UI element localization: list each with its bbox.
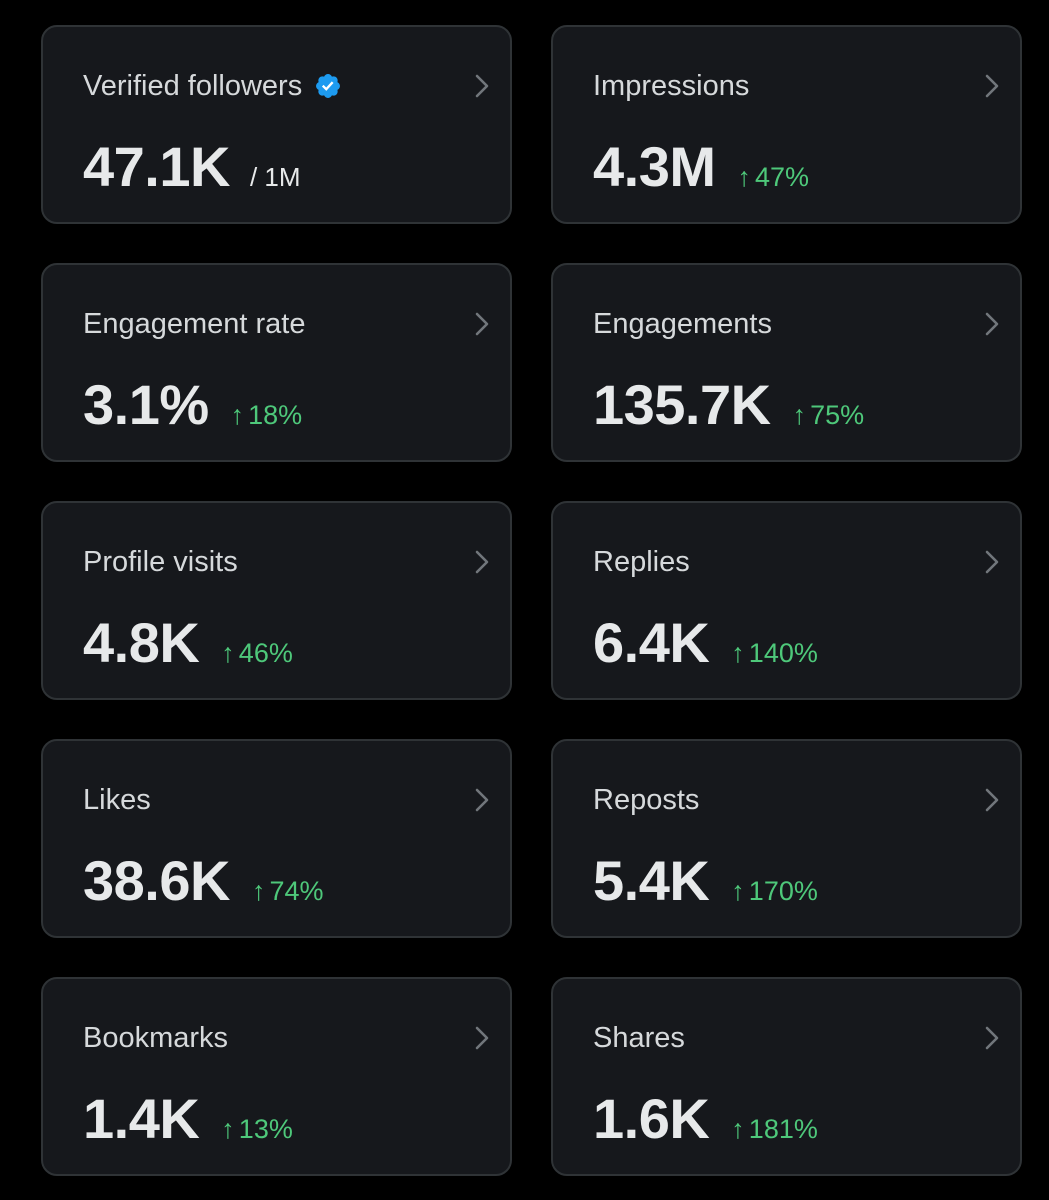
- metric-label-row: Replies: [593, 545, 690, 579]
- metric-value: 3.1%: [83, 373, 209, 436]
- metric-label: Shares: [593, 1022, 685, 1054]
- up-arrow-icon: ↑: [731, 876, 745, 906]
- metric-label-row: Profile visits: [83, 545, 238, 579]
- metric-value: 6.4K: [593, 611, 710, 674]
- chevron-right-icon[interactable]: [982, 1023, 1004, 1053]
- metric-value: 47.1K: [83, 135, 230, 198]
- metric-label-row: Shares: [593, 1021, 685, 1055]
- metric-change-value: 181%: [748, 1114, 818, 1144]
- metric-card-shares[interactable]: Shares 1.6K ↑ 181%: [551, 977, 1022, 1176]
- metric-change: ↑ 47%: [738, 162, 810, 193]
- metric-card-replies[interactable]: Replies 6.4K ↑ 140%: [551, 501, 1022, 700]
- up-arrow-icon: ↑: [251, 876, 266, 906]
- metric-label-row: Likes: [83, 783, 151, 817]
- metric-label: Engagement rate: [83, 308, 306, 340]
- metric-change-value: 75%: [810, 400, 865, 430]
- metric-value-row: 38.6K ↑ 74%: [83, 851, 323, 911]
- metric-value-row: 1.4K ↑ 13%: [83, 1089, 293, 1149]
- metric-value: 1.6K: [593, 1087, 710, 1150]
- metric-change-value: 46%: [238, 638, 293, 668]
- chevron-right-icon[interactable]: [982, 71, 1004, 101]
- chevron-right-icon[interactable]: [472, 309, 494, 339]
- metric-change: ↑ 13%: [221, 1114, 293, 1145]
- metric-card-likes[interactable]: Likes 38.6K ↑ 74%: [41, 739, 512, 938]
- metric-change: ↑ 140%: [731, 638, 818, 669]
- metric-label: Reposts: [593, 784, 700, 816]
- metric-card-verified-followers[interactable]: Verified followers 47.1K / 1M: [41, 25, 512, 224]
- metric-label: Verified followers: [83, 70, 303, 102]
- up-arrow-icon: ↑: [221, 1114, 235, 1144]
- metric-value-row: 1.6K ↑ 181%: [593, 1089, 818, 1149]
- metric-card-reposts[interactable]: Reposts 5.4K ↑ 170%: [551, 739, 1022, 938]
- metric-total: / 1M: [249, 162, 301, 192]
- metric-change-value: 170%: [748, 876, 818, 906]
- metrics-grid: Verified followers 47.1K / 1M Impression…: [41, 25, 1022, 1176]
- metric-label-row: Verified followers: [83, 69, 342, 103]
- metric-label: Engagements: [593, 308, 772, 340]
- metric-label: Likes: [83, 784, 151, 816]
- metric-card-bookmarks[interactable]: Bookmarks 1.4K ↑ 13%: [41, 977, 512, 1176]
- metric-label-row: Impressions: [593, 69, 749, 103]
- metric-value-row: 47.1K / 1M: [83, 137, 301, 197]
- metric-change: ↑ 170%: [731, 876, 818, 907]
- up-arrow-icon: ↑: [737, 162, 752, 192]
- metric-label-row: Engagements: [593, 307, 772, 341]
- metric-label-row: Bookmarks: [83, 1021, 228, 1055]
- metric-card-impressions[interactable]: Impressions 4.3M ↑ 47%: [551, 25, 1022, 224]
- metric-value: 4.8K: [83, 611, 200, 674]
- metric-value: 135.7K: [593, 373, 771, 436]
- metric-label-row: Reposts: [593, 783, 699, 817]
- metric-card-profile-visits[interactable]: Profile visits 4.8K ↑ 46%: [41, 501, 512, 700]
- metric-label: Bookmarks: [83, 1022, 229, 1054]
- chevron-right-icon[interactable]: [472, 1023, 494, 1053]
- metric-value: 4.3M: [593, 135, 716, 198]
- metric-value: 38.6K: [83, 849, 230, 912]
- up-arrow-icon: ↑: [731, 1114, 745, 1144]
- metric-change-value: 13%: [238, 1114, 293, 1144]
- up-arrow-icon: ↑: [792, 400, 807, 430]
- metric-value: 1.4K: [83, 1087, 200, 1150]
- metric-value-row: 3.1% ↑ 18%: [83, 375, 302, 435]
- metric-label: Profile visits: [83, 546, 238, 578]
- metric-change-value: 47%: [755, 162, 810, 192]
- metric-label: Impressions: [593, 70, 750, 102]
- metric-value-row: 6.4K ↑ 140%: [593, 613, 818, 673]
- metric-change: ↑ 46%: [221, 638, 293, 669]
- metric-value-row: 135.7K ↑ 75%: [593, 375, 864, 435]
- metric-value: 5.4K: [593, 849, 710, 912]
- up-arrow-icon: ↑: [230, 400, 245, 430]
- chevron-right-icon[interactable]: [982, 785, 1004, 815]
- metric-label: Replies: [593, 546, 690, 578]
- verified-badge-icon: [316, 74, 341, 98]
- metric-change: ↑ 181%: [731, 1114, 818, 1145]
- metric-value-row: 5.4K ↑ 170%: [593, 851, 818, 911]
- metric-card-engagement-rate[interactable]: Engagement rate 3.1% ↑ 18%: [41, 263, 512, 462]
- chevron-right-icon[interactable]: [472, 547, 494, 577]
- metric-change: ↑ 74%: [252, 876, 324, 907]
- up-arrow-icon: ↑: [731, 638, 745, 668]
- metric-change-value: 140%: [748, 638, 818, 668]
- metric-label-row: Engagement rate: [83, 307, 305, 341]
- chevron-right-icon[interactable]: [982, 547, 1004, 577]
- chevron-right-icon[interactable]: [982, 309, 1004, 339]
- metric-change: ↑ 75%: [793, 400, 865, 431]
- metric-change: ↑ 18%: [231, 400, 303, 431]
- chevron-right-icon[interactable]: [472, 785, 494, 815]
- metric-value-row: 4.8K ↑ 46%: [83, 613, 293, 673]
- metric-change-value: 18%: [248, 400, 303, 430]
- metric-card-engagements[interactable]: Engagements 135.7K ↑ 75%: [551, 263, 1022, 462]
- metric-change-value: 74%: [269, 876, 324, 906]
- chevron-right-icon[interactable]: [472, 71, 494, 101]
- metric-value-row: 4.3M ↑ 47%: [593, 137, 809, 197]
- up-arrow-icon: ↑: [221, 638, 235, 668]
